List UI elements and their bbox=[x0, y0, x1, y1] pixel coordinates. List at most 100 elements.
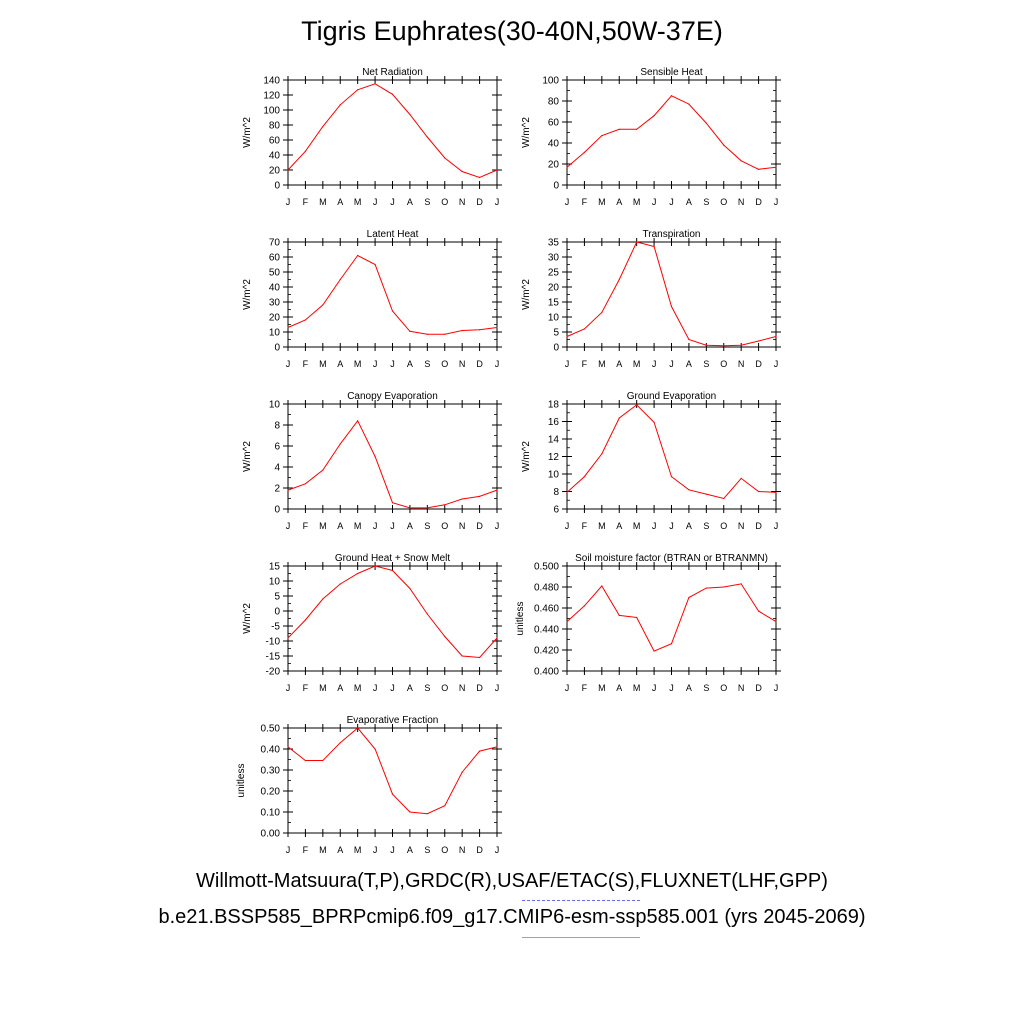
data-point bbox=[496, 326, 498, 329]
data-point bbox=[322, 469, 324, 471]
y-axis-label: W/m^2 bbox=[521, 117, 532, 148]
data-point bbox=[566, 621, 568, 623]
data-point bbox=[583, 605, 586, 607]
x-tick-label: S bbox=[703, 683, 709, 693]
y-tick-label: 10 bbox=[269, 400, 281, 411]
page-title: Tigris Euphrates(30-40N,50W-37E) bbox=[301, 16, 723, 46]
x-tick-label: M bbox=[354, 359, 362, 369]
x-tick-label: A bbox=[337, 197, 343, 207]
data-point bbox=[496, 746, 498, 748]
y-tick-label: -5 bbox=[271, 622, 280, 633]
data-point bbox=[775, 621, 777, 623]
data-point bbox=[357, 572, 359, 575]
data-point bbox=[775, 335, 777, 338]
x-tick-label: M bbox=[319, 359, 327, 369]
y-axis-label: W/m^2 bbox=[242, 441, 253, 472]
y-tick-label: 2 bbox=[274, 484, 280, 495]
y-tick-label: 0.10 bbox=[261, 808, 281, 819]
data-point bbox=[461, 329, 463, 332]
x-tick-label: N bbox=[459, 359, 466, 369]
x-tick-label: J bbox=[495, 683, 500, 693]
x-tick-label: M bbox=[354, 197, 362, 207]
data-point bbox=[566, 166, 568, 168]
y-tick-label: 0.440 bbox=[534, 625, 559, 636]
data-point bbox=[461, 170, 463, 173]
panel-title: Canopy Evaporation bbox=[347, 391, 438, 402]
x-tick-label: J bbox=[669, 683, 674, 693]
x-tick-label: F bbox=[582, 683, 588, 693]
x-tick-label: F bbox=[582, 197, 588, 207]
y-tick-label: 20 bbox=[269, 313, 281, 324]
data-point bbox=[705, 344, 707, 346]
data-point bbox=[374, 455, 376, 458]
x-tick-label: S bbox=[424, 845, 430, 855]
data-point bbox=[723, 586, 725, 588]
data-point bbox=[478, 495, 481, 497]
y-tick-label: 0.30 bbox=[261, 766, 281, 777]
data-point bbox=[461, 498, 463, 500]
x-tick-label: M bbox=[598, 359, 606, 369]
x-tick-label: J bbox=[390, 521, 395, 531]
plot-frame bbox=[287, 403, 498, 510]
data-point bbox=[444, 635, 446, 638]
data-point bbox=[444, 157, 446, 159]
x-tick-label: J bbox=[652, 359, 657, 369]
y-tick-label: -15 bbox=[266, 652, 281, 663]
x-tick-label: M bbox=[319, 683, 327, 693]
data-point bbox=[287, 746, 289, 748]
data-point bbox=[670, 95, 673, 97]
x-tick-label: J bbox=[373, 359, 378, 369]
y-tick-label: -20 bbox=[266, 667, 281, 678]
data-point bbox=[757, 490, 760, 493]
x-tick-label: J bbox=[286, 845, 291, 855]
data-point bbox=[757, 610, 760, 612]
y-tick-label: 10 bbox=[548, 313, 560, 324]
plot-frame bbox=[287, 241, 498, 348]
y-tick-label: 16 bbox=[548, 417, 560, 428]
data-point bbox=[653, 245, 655, 248]
y-tick-label: 0.20 bbox=[261, 787, 281, 798]
x-tick-label: N bbox=[459, 683, 466, 693]
x-tick-label: S bbox=[424, 359, 430, 369]
x-tick-label: J bbox=[373, 845, 378, 855]
data-point bbox=[409, 811, 411, 813]
y-tick-label: 5 bbox=[553, 328, 559, 339]
data-point bbox=[426, 613, 428, 615]
data-point bbox=[601, 311, 603, 314]
x-tick-label: J bbox=[565, 359, 570, 369]
series-line bbox=[287, 565, 498, 659]
data-point bbox=[478, 750, 481, 752]
x-tick-label: N bbox=[738, 683, 745, 693]
x-tick-label: M bbox=[319, 521, 327, 531]
data-point bbox=[688, 338, 690, 341]
y-tick-label: 12 bbox=[548, 452, 560, 463]
data-point bbox=[723, 345, 725, 347]
x-tick-label: J bbox=[390, 683, 395, 693]
y-tick-label: 70 bbox=[269, 238, 281, 249]
x-tick-label: A bbox=[686, 359, 692, 369]
series-line bbox=[566, 583, 777, 652]
plot-frame bbox=[287, 565, 498, 672]
data-point bbox=[391, 793, 394, 795]
y-tick-label: 30 bbox=[269, 298, 281, 309]
data-point bbox=[688, 103, 690, 105]
y-axis-label: W/m^2 bbox=[242, 117, 253, 148]
data-point bbox=[339, 278, 341, 281]
y-axis-label: W/m^2 bbox=[242, 603, 253, 634]
y-axis-label: W/m^2 bbox=[521, 441, 532, 472]
y-tick-label: 120 bbox=[263, 91, 280, 102]
x-tick-label: F bbox=[303, 845, 309, 855]
data-point bbox=[601, 453, 603, 455]
x-tick-label: S bbox=[703, 521, 709, 531]
x-tick-label: J bbox=[774, 359, 779, 369]
y-tick-label: 6 bbox=[274, 442, 280, 453]
data-point bbox=[653, 115, 655, 117]
x-tick-label: J bbox=[286, 683, 291, 693]
panel-title: Transpiration bbox=[643, 229, 701, 240]
data-point bbox=[357, 420, 359, 422]
x-tick-label: N bbox=[738, 359, 745, 369]
y-tick-label: 80 bbox=[548, 97, 560, 108]
data-point bbox=[374, 83, 376, 85]
data-point bbox=[339, 104, 341, 106]
y-tick-label: 0 bbox=[553, 343, 559, 354]
